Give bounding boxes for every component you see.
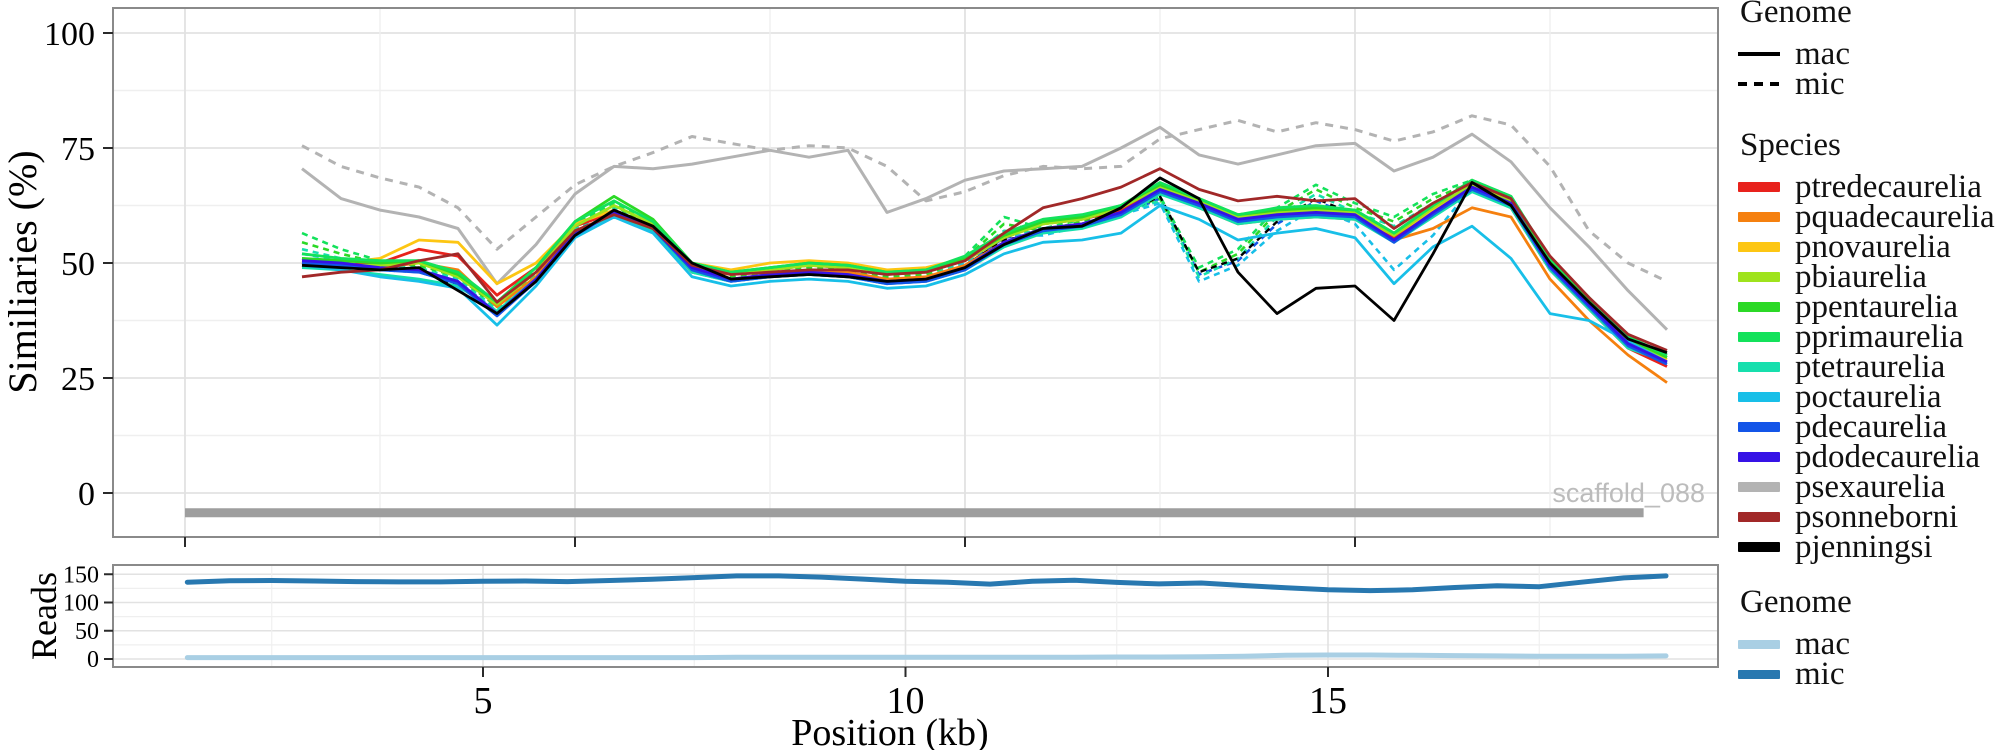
legend-species-psexaurelia-label: psexaurelia [1795, 468, 1946, 505]
legend-species-ptredecaurelia: ptredecaurelia [1738, 169, 2000, 205]
legend-genome-mac-label: mac [1795, 35, 1850, 72]
main-y-axis-title: Similiaries (%) [0, 150, 45, 393]
legend-species-poctaurelia: poctaurelia [1738, 379, 2000, 415]
legend-species-pbiaurelia-swatch [1738, 272, 1780, 282]
legend-reads-mac-label: mac [1795, 625, 1850, 662]
legend-species-ppentaurelia-swatch [1738, 302, 1780, 312]
legend-species-pdecaurelia-label: pdecaurelia [1795, 408, 1948, 445]
main-y-tick-label: 0 [78, 476, 95, 513]
legend-reads-mic-swatch [1738, 669, 1780, 679]
legend-species-psonneborni: psonneborni [1738, 499, 2000, 535]
line-psexaurelia-mac [301, 125, 1669, 331]
legend-species-pquadecaurelia: pquadecaurelia [1738, 199, 2000, 235]
main-y-tick-label: 100 [44, 16, 95, 53]
legend-species-psonneborni-label: psonneborni [1795, 498, 1959, 535]
scaffold-label: scaffold_088 [1552, 478, 1705, 508]
reads-plot [113, 565, 1718, 667]
legend-reads-mic-label: mic [1795, 655, 1845, 692]
legend-genome-mic-swatch [1738, 82, 1780, 86]
reads-panel-border [112, 564, 1719, 668]
legend-species-pjenningsi: pjenningsi [1738, 529, 2000, 565]
main-y-tick-label: 75 [61, 131, 95, 168]
line-psexaurelia-mic [301, 114, 1668, 283]
legend-genome-line-items: mac mic [1738, 36, 2000, 102]
legend-species-pdodecaurelia: pdodecaurelia [1738, 439, 2000, 475]
legend-species-pbiaurelia: pbiaurelia [1738, 259, 2000, 295]
reads-y-tick-label: 0 [87, 647, 99, 673]
reads-line-mac [184, 652, 1669, 661]
line-psonneborni-mac [301, 167, 1668, 352]
legend-species-pnovaurelia: pnovaurelia [1738, 229, 2000, 265]
legend-species-psonneborni-swatch [1738, 512, 1780, 522]
legend-species-pdodecaurelia-swatch [1738, 452, 1780, 462]
x-tick-label: 15 [1309, 680, 1347, 722]
legend-species-ptredecaurelia-label: ptredecaurelia [1795, 168, 1982, 205]
x-tick-label: 5 [474, 680, 493, 722]
legend-genome-line-title: Genome [1740, 0, 1852, 30]
legend-species-ptetraurelia-swatch [1738, 362, 1780, 372]
legend-species-pjenningsi-swatch [1738, 542, 1780, 552]
line-pjenningsi-mac [301, 176, 1668, 355]
legend-species-pdecaurelia: pdecaurelia [1738, 409, 2000, 445]
legend-reads-mac: mac [1738, 626, 2000, 662]
reads-y-tick-label: 100 [63, 591, 99, 617]
main-plot [113, 8, 1718, 537]
legend-species-pprimaurelia: pprimaurelia [1738, 319, 2000, 355]
legend-species-pprimaurelia-swatch [1738, 332, 1780, 342]
legend-species-psexaurelia: psexaurelia [1738, 469, 2000, 505]
legend-species-ptetraurelia-label: ptetraurelia [1795, 348, 1946, 385]
legend-species-ptredecaurelia-swatch [1738, 182, 1780, 192]
reads-line-mic [184, 573, 1669, 594]
legend-genome-mac-swatch [1738, 52, 1780, 56]
legend-species-psexaurelia-swatch [1738, 482, 1780, 492]
main-y-tick-label: 25 [61, 361, 95, 398]
main-y-tick-label: 50 [61, 246, 95, 283]
line-poctaurelia-mic [301, 185, 1668, 364]
legend-species-pdodecaurelia-label: pdodecaurelia [1795, 438, 1981, 475]
reads-y-tick-label: 150 [63, 562, 99, 588]
legend-reads-mac-swatch [1738, 639, 1780, 649]
legend-species-pdecaurelia-swatch [1738, 422, 1780, 432]
legend-species-pbiaurelia-label: pbiaurelia [1795, 258, 1927, 295]
legend-genome-reads-items: mac mic [1738, 626, 2000, 692]
x-axis-title: Position (kb) [791, 712, 988, 750]
legend-species-items: ptredecaurelia pquadecaurelia pnovaurelia p… [1738, 169, 2000, 565]
legend-species-ppentaurelia: ppentaurelia [1738, 289, 2000, 325]
legend-species-poctaurelia-label: poctaurelia [1795, 378, 1942, 415]
legend-species-pquadecaurelia-label: pquadecaurelia [1795, 198, 1995, 235]
legend: Genome mac mic Species ptredecaurelia pqua… [1738, 0, 2000, 692]
legend-genome-mic-label: mic [1795, 65, 1845, 102]
line-ppentaurelia-mic [301, 181, 1668, 359]
legend-species-ptetraurelia: ptetraurelia [1738, 349, 2000, 385]
reads-y-axis-title: Reads [24, 572, 64, 660]
legend-genome-mic: mic [1738, 66, 2000, 102]
legend-genome-reads-title: Genome [1740, 584, 1852, 620]
legend-species-pnovaurelia-label: pnovaurelia [1795, 228, 1951, 265]
legend-reads-mic: mic [1738, 656, 2000, 692]
legend-species-pprimaurelia-label: pprimaurelia [1795, 318, 1964, 355]
x-tick-label: 10 [887, 680, 925, 722]
legend-genome-mac: mac [1738, 36, 2000, 72]
legend-species-poctaurelia-swatch [1738, 392, 1780, 402]
legend-species-pquadecaurelia-swatch [1738, 212, 1780, 222]
legend-species-pnovaurelia-swatch [1738, 242, 1780, 252]
main-panel-border [112, 7, 1719, 538]
reads-y-tick-label: 50 [75, 619, 99, 645]
legend-species-pjenningsi-label: pjenningsi [1795, 528, 1933, 565]
legend-species-title: Species [1740, 127, 1841, 163]
legend-species-ppentaurelia-label: ppentaurelia [1795, 288, 1959, 325]
